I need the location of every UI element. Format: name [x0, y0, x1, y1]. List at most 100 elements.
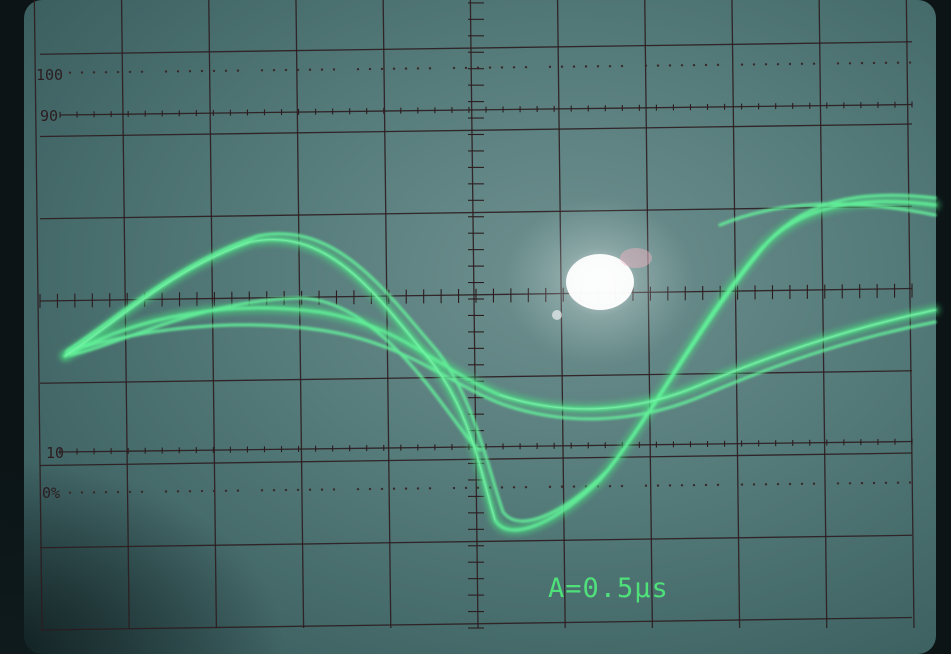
dotted-reference-mark: [368, 67, 372, 71]
dotted-reference-mark: [848, 62, 852, 65]
dotted-reference-mark: [176, 490, 180, 493]
dotted-reference-mark: [380, 487, 384, 491]
label-100-percent: 100: [36, 66, 63, 84]
dotted-reference-mark: [896, 481, 900, 484]
dotted-reference-mark: [812, 62, 816, 65]
dotted-reference-mark: [488, 66, 492, 69]
dotted-reference-mark: [512, 66, 516, 69]
dotted-reference-mark: [668, 64, 672, 67]
dotted-reference-mark: [476, 486, 480, 489]
dotted-reference-mark: [680, 484, 684, 487]
dotted-reference-mark: [128, 70, 132, 74]
dotted-reference-mark: [104, 71, 108, 74]
dotted-reference-mark: [872, 481, 876, 485]
graticule-horizontal-line: [39, 370, 913, 384]
dotted-reference-mark: [776, 62, 780, 66]
dotted-reference-mark: [560, 65, 564, 68]
dotted-reference-mark: [692, 483, 696, 487]
label-0-percent: 0%: [42, 484, 60, 502]
dotted-reference-mark: [656, 64, 660, 67]
dotted-reference-mark: [284, 488, 288, 492]
dotted-reference-mark: [392, 67, 396, 70]
dotted-reference-mark: [752, 483, 756, 486]
dotted-reference-mark: [560, 485, 564, 488]
dotted-reference-mark: [212, 69, 216, 73]
graticule-vertical-line: [33, 0, 43, 629]
dotted-reference-mark: [92, 491, 96, 494]
dotted-reference-mark: [788, 62, 792, 66]
dotted-reference-mark: [572, 485, 576, 488]
dotted-reference-mark: [116, 70, 120, 74]
dotted-reference-mark: [572, 65, 576, 68]
graticule-horizontal-line: [39, 534, 913, 549]
dotted-reference-mark: [548, 485, 552, 489]
dotted-reference-mark: [284, 68, 288, 72]
dotted-reference-mark: [320, 68, 324, 71]
dotted-reference-mark: [884, 481, 888, 485]
graticule-vertical-line: [382, 0, 392, 629]
dotted-reference-mark: [752, 63, 756, 66]
dotted-reference-mark: [764, 483, 768, 486]
dotted-reference-mark: [644, 64, 648, 67]
dotted-reference-mark: [740, 483, 744, 486]
dotted-reference-mark: [776, 482, 780, 486]
dotted-reference-mark: [668, 484, 672, 487]
dotted-reference-mark: [416, 67, 420, 70]
dotted-reference-mark: [164, 70, 168, 73]
dotted-reference-mark: [848, 482, 852, 485]
graticule-vertical-line: [731, 0, 741, 629]
dotted-reference-mark: [464, 486, 468, 490]
dotted-reference-mark: [788, 482, 792, 486]
dotted-reference-mark: [872, 61, 876, 65]
dotted-reference-mark: [188, 490, 192, 493]
dotted-reference-mark: [68, 491, 72, 494]
dotted-reference-mark: [500, 66, 504, 69]
dotted-reference-mark: [404, 487, 408, 490]
dotted-reference-mark: [128, 490, 132, 494]
dotted-reference-mark: [908, 481, 912, 484]
dotted-reference-mark: [416, 487, 420, 490]
dotted-reference-mark: [236, 69, 240, 72]
dotted-reference-mark: [452, 66, 456, 70]
dotted-reference-mark: [608, 484, 612, 488]
dotted-reference-mark: [200, 69, 204, 73]
dotted-reference-mark: [308, 488, 312, 491]
dotted-reference-mark: [860, 481, 864, 485]
dotted-reference-mark: [428, 487, 432, 490]
light-glare: [505, 197, 695, 367]
dotted-reference-mark: [176, 70, 180, 73]
dotted-reference-mark: [908, 61, 912, 64]
dotted-reference-mark: [596, 65, 600, 68]
dotted-reference-mark: [380, 67, 384, 71]
dotted-reference-mark: [428, 67, 432, 70]
dotted-reference-mark: [332, 488, 336, 491]
dotted-reference-mark: [200, 489, 204, 493]
dotted-reference-mark: [620, 64, 624, 68]
dotted-reference-mark: [764, 63, 768, 66]
dotted-reference-mark: [716, 63, 720, 67]
dotted-reference-mark: [716, 483, 720, 487]
dotted-reference-mark: [896, 61, 900, 64]
graticule-horizontal-line: [39, 205, 913, 220]
dotted-reference-mark: [260, 489, 264, 492]
dotted-reference-mark: [692, 63, 696, 67]
dotted-reference-mark: [188, 70, 192, 73]
waveform-traces: [60, 193, 940, 535]
dotted-reference-mark: [464, 66, 468, 70]
dotted-reference-mark: [320, 488, 324, 491]
dotted-reference-mark: [392, 487, 396, 490]
dotted-reference-mark: [704, 63, 708, 67]
dotted-reference-mark: [296, 488, 300, 492]
dotted-reference-mark: [860, 61, 864, 65]
dotted-reference-mark: [512, 486, 516, 489]
graticule-vertical-line: [818, 0, 828, 629]
dotted-reference-mark: [800, 62, 804, 66]
dotted-reference-mark: [140, 70, 144, 73]
dotted-reference-mark: [140, 490, 144, 493]
graticule-vertical-line: [120, 0, 130, 629]
dotted-reference-mark: [656, 484, 660, 487]
dotted-reference-mark: [680, 64, 684, 67]
dotted-reference-mark: [608, 64, 612, 68]
dotted-reference-mark: [224, 69, 228, 72]
